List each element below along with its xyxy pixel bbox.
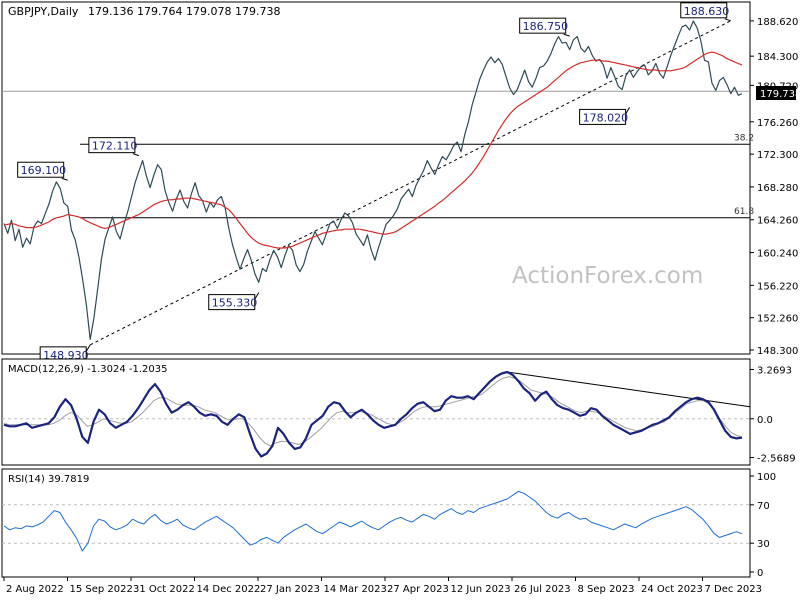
y-tick-label: 152.260: [757, 314, 798, 325]
annotation-box: [680, 2, 728, 19]
rsi-panel-frame: [1, 468, 751, 578]
price-series-line: [3, 20, 743, 340]
y-tick-label: 172.300: [757, 150, 798, 161]
watermark: ActionForex.com: [512, 263, 703, 289]
price-panel: GBPJPY,Daily 179.136 179.764 179.078 179…: [1, 1, 800, 363]
x-tick-label: 24 Oct 2023: [641, 584, 703, 595]
price-ohlc: 179.136 179.764 179.078 179.738: [88, 5, 280, 18]
rsi-y-axis: 100 70 30 0: [750, 472, 776, 579]
y-tick-label: 0.0: [757, 415, 773, 426]
y-tick-label: 188.620: [757, 17, 798, 28]
annotation-label: 169.100: [21, 164, 67, 177]
fib-level-label: 61.8: [734, 207, 754, 217]
price-panel-frame: [1, 1, 751, 355]
y-tick-label: 148.300: [757, 346, 798, 357]
macd-plot: [2, 370, 751, 458]
price-annotations: 169.100172.110148.930155.330186.750178.0…: [17, 2, 731, 363]
annotation-box: [88, 137, 136, 154]
x-tick-label: 26 Jul 2023: [514, 584, 571, 595]
macd-y-axis: 3.2693 0.0 -2.5689: [750, 365, 796, 465]
annotation-label: 155.330: [212, 297, 258, 310]
annotation-box: [17, 161, 65, 178]
annotation-leader: [61, 177, 68, 181]
macd-trendline: [507, 371, 751, 408]
annotation-box: [208, 294, 256, 311]
x-axis: 2 Aug 2022 15 Sep 2022 31 Oct 2022 14 Dec 2…: [3, 577, 763, 595]
last-price-label: 179.738: [760, 89, 800, 100]
x-tick-label: 27 Jan 2023: [260, 584, 320, 595]
macd-line: [3, 370, 743, 458]
annotation-leader: [563, 33, 570, 37]
x-tick-label: 14 Mar 2023: [324, 584, 387, 595]
macd-signal-line: [3, 376, 743, 447]
x-tick-label: 8 Sep 2023: [578, 584, 635, 595]
annotation-leader: [724, 18, 731, 22]
y-tick-label: 30: [757, 539, 770, 550]
x-tick-label: 7 Dec 2023: [705, 584, 763, 595]
y-tick-label: 184.300: [757, 52, 798, 63]
fib-level-label: 38.2: [734, 133, 754, 143]
x-tick-label: 27 Apr 2023: [387, 584, 449, 595]
moving-average-line: [3, 51, 743, 249]
y-tick-label: 176.260: [757, 118, 798, 129]
x-tick-label: 2 Aug 2022: [6, 584, 64, 595]
annotation-label: 172.110: [92, 140, 138, 153]
x-tick-label: 31 Oct 2022: [133, 584, 195, 595]
y-tick-label: 70: [757, 501, 770, 512]
y-tick-label: 100: [757, 472, 776, 483]
annotation-leader: [132, 153, 140, 157]
last-price-tag: 179.738: [756, 86, 800, 100]
price-title: GBPJPY,Daily: [8, 5, 79, 18]
rsi-plot: [2, 490, 750, 552]
macd-title: MACD(12,26,9) -1.3024 -1.2035: [8, 364, 168, 375]
macd-panel-frame: [1, 358, 751, 466]
annotation-box: [519, 17, 567, 34]
x-tick-label: 15 Sep 2022: [70, 584, 133, 595]
x-tick-label: 12 Jun 2023: [451, 584, 511, 595]
y-tick-label: 156.220: [757, 281, 798, 292]
rsi-line: [3, 490, 743, 552]
price-plot: [3, 20, 743, 346]
y-tick-label: 168.280: [757, 183, 798, 194]
price-y-axis: 188.620184.300180.720176.260172.300168.2…: [750, 17, 798, 357]
rsi-title: RSI(14) 39.7819: [8, 474, 89, 485]
annotation-box: [579, 108, 627, 125]
annotation-label: 178.020: [583, 111, 629, 124]
y-tick-label: -2.5689: [757, 454, 796, 465]
y-tick-label: 3.2693: [757, 365, 792, 376]
x-tick-label: 14 Dec 2022: [197, 584, 261, 595]
annotation-label: 188.630: [684, 5, 730, 18]
annotation-label: 186.750: [523, 20, 569, 33]
macd-panel: MACD(12,26,9) -1.3024 -1.2035 3.2693 0.0 -…: [1, 358, 796, 466]
price-levels: 38.2 61.8: [2, 90, 754, 219]
rsi-panel: RSI(14) 39.7819 100 70 30 0: [1, 468, 776, 579]
y-tick-label: 164.260: [757, 216, 798, 227]
y-tick-label: 160.240: [757, 249, 798, 260]
y-tick-label: 0: [757, 568, 763, 579]
